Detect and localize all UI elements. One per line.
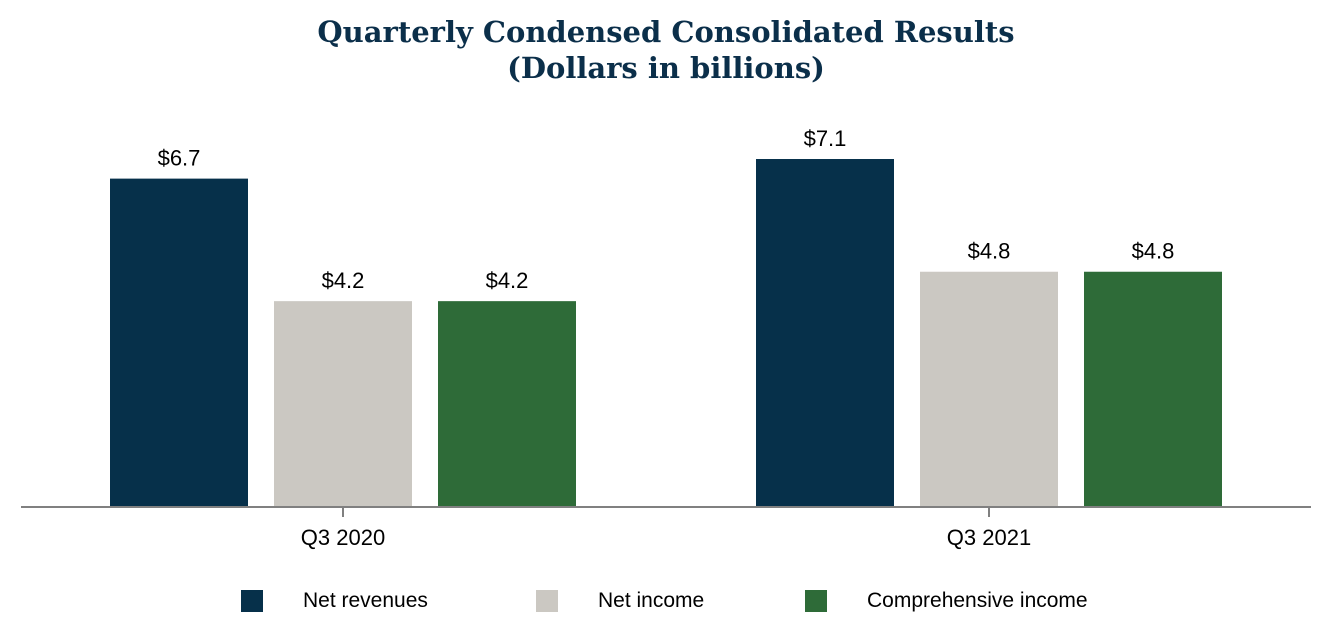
chart-title: Quarterly Condensed Consolidated Results… xyxy=(0,14,1332,86)
bar-net-income-q3-2021 xyxy=(920,271,1058,507)
legend-label-net-revenues: Net revenues xyxy=(303,589,428,612)
data-label-comprehensive-income-q3-2020: $4.2 xyxy=(486,268,529,293)
chart-title-line-2: (Dollars in billions) xyxy=(507,51,825,85)
legend-swatch-comprehensive-income xyxy=(805,590,827,612)
bar-comprehensive-income-q3-2021 xyxy=(1084,271,1222,507)
chart-legend: Net revenues Net income Comprehensive in… xyxy=(0,586,1332,616)
bar-net-income-q3-2020 xyxy=(274,301,412,507)
bar-net-revenues-q3-2020 xyxy=(110,178,248,507)
data-label-net-revenues-q3-2020: $6.7 xyxy=(158,146,201,171)
x-axis-label-q3-2021: Q3 2021 xyxy=(947,525,1031,550)
legend-label-comprehensive-income: Comprehensive income xyxy=(867,589,1088,612)
legend-label-net-income: Net income xyxy=(598,589,705,612)
legend-item-net-income: Net income xyxy=(536,586,704,616)
bar-net-revenues-q3-2021 xyxy=(756,159,894,508)
legend-item-comprehensive-income: Comprehensive income xyxy=(805,586,1088,616)
legend-item-net-revenues: Net revenues xyxy=(241,586,428,616)
x-axis-label-q3-2020: Q3 2020 xyxy=(301,525,385,550)
data-label-net-income-q3-2020: $4.2 xyxy=(322,268,365,293)
data-label-net-revenues-q3-2021: $7.1 xyxy=(804,126,847,151)
chart-title-line-1: Quarterly Condensed Consolidated Results xyxy=(317,15,1015,49)
data-label-comprehensive-income-q3-2021: $4.8 xyxy=(1132,239,1175,264)
bar-comprehensive-income-q3-2020 xyxy=(438,301,576,507)
legend-swatch-net-income xyxy=(536,590,558,612)
data-label-net-income-q3-2021: $4.8 xyxy=(968,239,1011,264)
legend-swatch-net-revenues xyxy=(241,590,263,612)
